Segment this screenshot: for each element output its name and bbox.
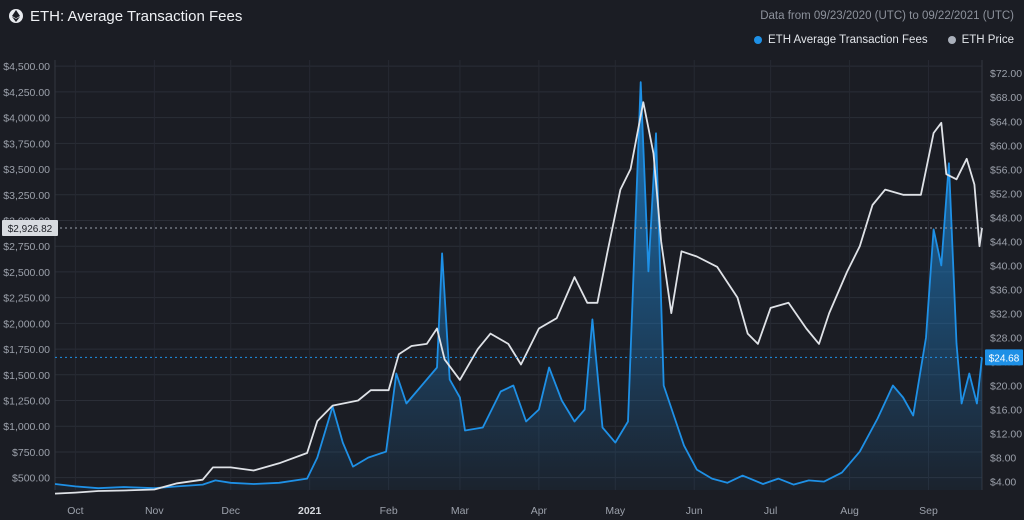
left-axis-tick-label: $1,250.00 (3, 396, 50, 408)
legend-swatch-price (947, 36, 956, 44)
left-axis-tick-label: $3,250.00 (3, 190, 50, 202)
price-current-tag (2, 220, 58, 237)
right-axis-tick-label: $56.00 (990, 164, 1022, 176)
date-range-text: Data from 09/23/2020 (UTC) to 09/22/2021… (760, 10, 1014, 22)
left-axis-tick-label: $1,000.00 (3, 421, 50, 433)
price-current-value: $2,926.82 (8, 224, 53, 235)
right-axis-tick-label: $8.00 (990, 453, 1016, 465)
legend-item-fees[interactable]: ETH Average Transaction Fees (754, 34, 928, 46)
right-axis-tick-label: $12.00 (990, 429, 1022, 441)
x-axis-tick-label: Feb (380, 505, 398, 517)
left-axis-tick-label: $3,750.00 (3, 138, 50, 150)
right-axis-tick-label: $52.00 (990, 188, 1022, 200)
chart-title: ETH: Average Transaction Fees (30, 8, 243, 25)
right-axis-tick-label: $64.00 (990, 116, 1022, 128)
left-axis-tick-label: $4,000.00 (3, 113, 50, 125)
x-axis-tick-label: Jul (764, 505, 777, 517)
left-axis-tick-label: $4,500.00 (3, 61, 50, 73)
left-axis-tick-label: $2,500.00 (3, 267, 50, 279)
right-axis-tick-label: $36.00 (990, 284, 1022, 296)
left-axis-tick-label: $750.00 (12, 447, 50, 459)
fees-current-value: $24.68 (989, 353, 1020, 364)
ethereum-logo-icon (9, 9, 23, 23)
right-axis-tick-label: $32.00 (990, 308, 1022, 320)
x-axis-tick-label: Sep (919, 505, 938, 517)
x-axis-tick-label: Apr (531, 505, 548, 517)
legend-item-price[interactable]: ETH Price (947, 34, 1014, 46)
x-axis-tick-label: Dec (221, 505, 240, 517)
fees-current-tag (985, 349, 1023, 366)
left-axis-tick-label: $2,250.00 (3, 293, 50, 305)
left-axis-tick-label: $1,750.00 (3, 344, 50, 356)
right-axis-tick-label: $16.00 (990, 405, 1022, 417)
x-axis-tick-label: 2021 (298, 505, 322, 517)
right-axis-tick-label: $4.00 (990, 477, 1016, 489)
right-axis-tick-label: $60.00 (990, 140, 1022, 152)
legend-label-fees: ETH Average Transaction Fees (768, 34, 928, 46)
left-axis-tick-label: $500.00 (12, 473, 50, 485)
x-axis-tick-label: Aug (840, 505, 859, 517)
left-axis-tick-label: $3,500.00 (3, 164, 50, 176)
chart-legend: ETH Average Transaction Fees ETH Price (754, 34, 1014, 46)
right-axis-tick-label: $44.00 (990, 236, 1022, 248)
left-axis-tick-label: $2,750.00 (3, 241, 50, 253)
right-axis-tick-label: $20.00 (990, 381, 1022, 393)
right-axis-tick-label: $40.00 (990, 260, 1022, 272)
x-axis-tick-label: Mar (451, 505, 470, 517)
left-axis-tick-label: $4,250.00 (3, 87, 50, 99)
right-axis-tick-label: $68.00 (990, 92, 1022, 104)
right-axis-tick-label: $28.00 (990, 332, 1022, 344)
left-axis-tick-label: $1,500.00 (3, 370, 50, 382)
legend-label-price: ETH Price (961, 34, 1014, 46)
fees-area (55, 82, 982, 490)
chart-header: ETH: Average Transaction Fees Data from … (0, 0, 1024, 32)
price-series-line (54, 101, 983, 495)
x-axis-tick-label: May (605, 505, 626, 517)
right-axis-tick-label: $48.00 (990, 212, 1022, 224)
left-axis-tick-label: $2,000.00 (3, 318, 50, 330)
x-axis-tick-label: Oct (67, 505, 83, 517)
right-axis-tick-label: $72.00 (990, 68, 1022, 80)
legend-swatch-fees (754, 36, 762, 44)
x-axis-tick-label: Nov (145, 505, 164, 517)
x-axis-tick-label: Jun (686, 505, 703, 517)
fees-series-line (54, 81, 983, 490)
